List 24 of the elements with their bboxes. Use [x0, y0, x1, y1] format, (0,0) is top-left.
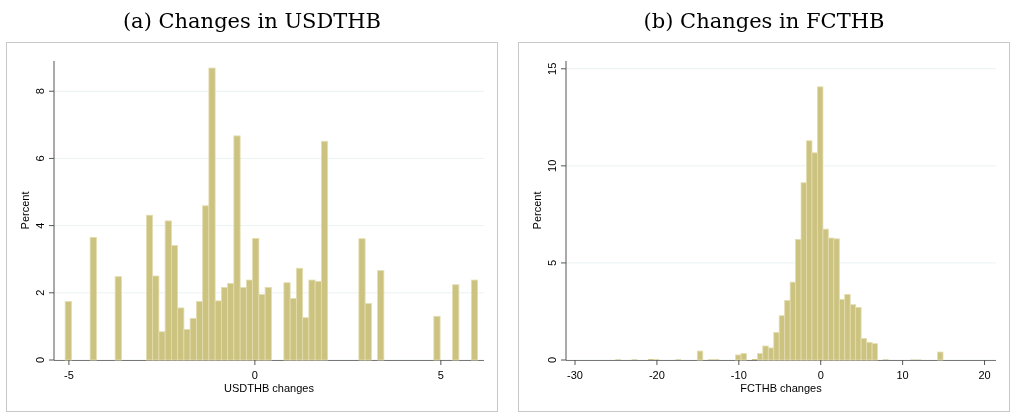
x-tick-label: -10	[730, 369, 747, 381]
y-axis-title: Percent	[531, 191, 543, 230]
x-tick-label: 0	[251, 369, 258, 381]
x-tick-label: -5	[63, 369, 74, 381]
y-tick-label: 10	[546, 159, 558, 172]
chart-title: (a) Changes in USDTHB	[122, 9, 382, 33]
y-tick-label: 2	[34, 289, 46, 296]
chart-title: (b) Changes in FCTHB	[643, 9, 885, 33]
x-axis-title: FCTHB changes	[740, 382, 823, 394]
y-tick-label: 6	[34, 155, 46, 162]
y-tick-label: 0	[34, 356, 46, 364]
y-tick-label: 5	[546, 259, 558, 266]
x-tick-label: 10	[896, 369, 909, 381]
x-tick-label: -20	[648, 369, 665, 381]
x-tick-label: 5	[437, 369, 444, 381]
y-tick-label: 15	[546, 62, 558, 75]
x-tick-label: 0	[817, 369, 824, 381]
x-axis-title: USDTHB changes	[224, 382, 315, 394]
y-tick-label: 0	[546, 356, 558, 364]
x-tick-label: 20	[978, 369, 991, 381]
y-tick-label: 8	[34, 88, 46, 95]
x-tick-label: -30	[567, 369, 583, 381]
y-tick-label: 4	[34, 222, 46, 229]
y-axis-title: Percent	[19, 191, 31, 230]
